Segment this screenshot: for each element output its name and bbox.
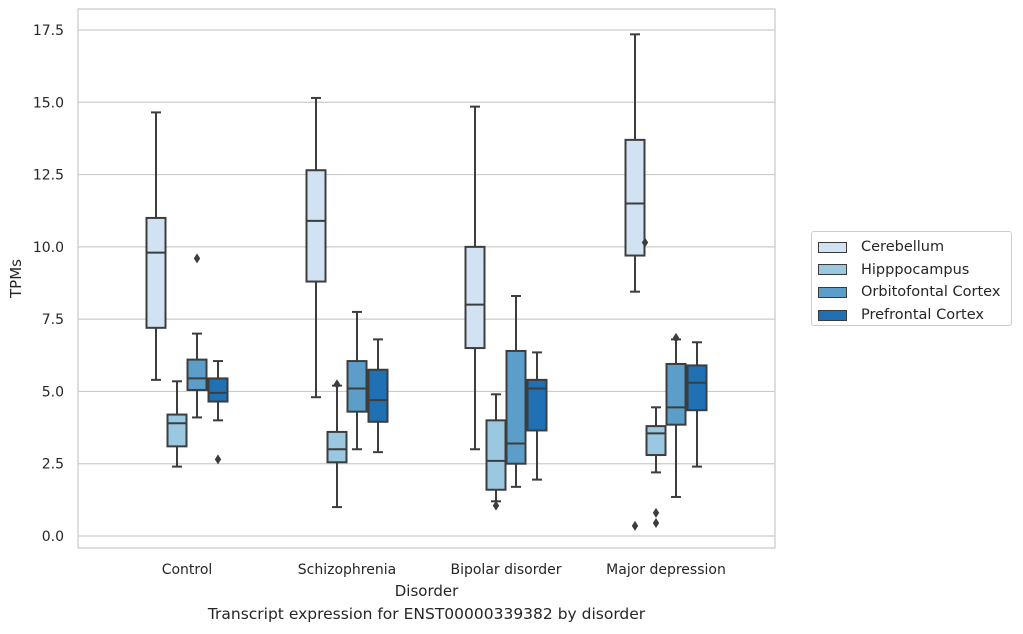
box-prefrontal-cortex-2 bbox=[526, 351, 548, 481]
outlier-point bbox=[652, 507, 660, 518]
y-tick-label: 2.5 bbox=[42, 457, 64, 473]
y-tick-label: 0.0 bbox=[42, 529, 64, 545]
box-orbitofontal-cortex-3 bbox=[665, 338, 687, 498]
outlier-point bbox=[631, 520, 639, 531]
iqr-box bbox=[166, 413, 188, 448]
figure-caption: Transcript expression for ENST0000033938… bbox=[207, 605, 646, 623]
iqr-box bbox=[346, 360, 368, 413]
legend-label: Prefrontal Cortex bbox=[861, 307, 984, 324]
legend-label: Hipppocampus bbox=[861, 261, 970, 278]
x-tick-label: Major depression bbox=[606, 562, 726, 578]
y-tick-labels: 0.0 2.5 5.0 7.5 10.0 12.5 15.0 17.5 bbox=[33, 23, 64, 545]
iqr-box bbox=[505, 349, 527, 465]
legend-swatch bbox=[818, 286, 847, 298]
box-prefrontal-cortex-3 bbox=[686, 341, 708, 468]
iqr-box bbox=[367, 368, 389, 423]
box-prefrontal-cortex-0 bbox=[207, 360, 229, 422]
x-axis-label: Disorder bbox=[395, 582, 459, 600]
x-tick-label: Schizophrenia bbox=[298, 562, 396, 578]
box-hipppocampus-1 bbox=[326, 384, 348, 509]
box-cerebellum-0 bbox=[145, 111, 167, 381]
outlier-point bbox=[193, 253, 201, 264]
legend-swatch bbox=[818, 264, 847, 276]
y-tick-label: 12.5 bbox=[33, 168, 64, 184]
y-tick-label: 17.5 bbox=[33, 23, 64, 39]
box-orbitofontal-cortex-0 bbox=[186, 332, 208, 419]
outlier-point bbox=[641, 237, 649, 248]
box-hipppocampus-2 bbox=[485, 393, 507, 503]
iqr-box bbox=[186, 358, 208, 391]
y-tick-label: 5.0 bbox=[42, 384, 64, 400]
box-prefrontal-cortex-1 bbox=[367, 338, 389, 454]
x-tick-labels: Control Schizophrenia Bipolar disorder Majo… bbox=[162, 562, 726, 578]
x-tick-label: Bipolar disorder bbox=[450, 562, 561, 578]
legend-item-orbitofrontal-cortex: Orbitofontal Cortex bbox=[812, 281, 1011, 304]
box-cerebellum-3 bbox=[624, 33, 646, 293]
legend-item-prefrontal-cortex: Prefrontal Cortex bbox=[812, 304, 1011, 327]
plot-area-frame bbox=[77, 8, 776, 549]
outlier-point bbox=[492, 500, 500, 511]
iqr-box bbox=[526, 378, 548, 432]
legend-swatch bbox=[818, 241, 847, 253]
box-cerebellum-2 bbox=[464, 105, 486, 451]
iqr-box bbox=[326, 430, 348, 464]
legend-label: Cerebellum bbox=[861, 239, 945, 256]
gridlines bbox=[78, 29, 775, 537]
outlier-point bbox=[652, 517, 660, 528]
legend: Cerebellum Hipppocampus Orbitofontal Cor… bbox=[811, 231, 1012, 326]
box-hipppocampus-0 bbox=[166, 380, 188, 468]
boxes bbox=[145, 33, 708, 531]
outlier-point bbox=[214, 454, 222, 465]
iqr-box bbox=[207, 377, 229, 403]
box-cerebellum-1 bbox=[305, 96, 327, 399]
legend-item-hippocampus: Hipppocampus bbox=[812, 259, 1011, 282]
legend-label: Orbitofontal Cortex bbox=[861, 284, 1001, 301]
iqr-box bbox=[686, 364, 708, 412]
x-tick-label: Control bbox=[162, 562, 213, 578]
box-orbitofontal-cortex-2 bbox=[505, 295, 527, 488]
iqr-box bbox=[624, 138, 646, 257]
legend-item-cerebellum: Cerebellum bbox=[812, 236, 1011, 259]
y-tick-label: 10.0 bbox=[33, 240, 64, 256]
outlier-point bbox=[672, 332, 680, 343]
box-orbitofontal-cortex-1 bbox=[346, 310, 368, 451]
box-hipppocampus-3 bbox=[645, 406, 667, 474]
y-tick-label: 7.5 bbox=[42, 312, 64, 328]
y-axis-label: TPMs bbox=[7, 259, 25, 299]
y-tick-label: 15.0 bbox=[33, 95, 64, 111]
iqr-box bbox=[665, 362, 687, 426]
legend-swatch bbox=[818, 309, 847, 321]
iqr-box bbox=[645, 425, 667, 457]
iqr-box bbox=[485, 419, 507, 491]
outlier-point bbox=[333, 379, 341, 390]
iqr-box bbox=[464, 245, 486, 350]
iqr-box bbox=[145, 216, 167, 329]
iqr-box bbox=[305, 169, 327, 283]
